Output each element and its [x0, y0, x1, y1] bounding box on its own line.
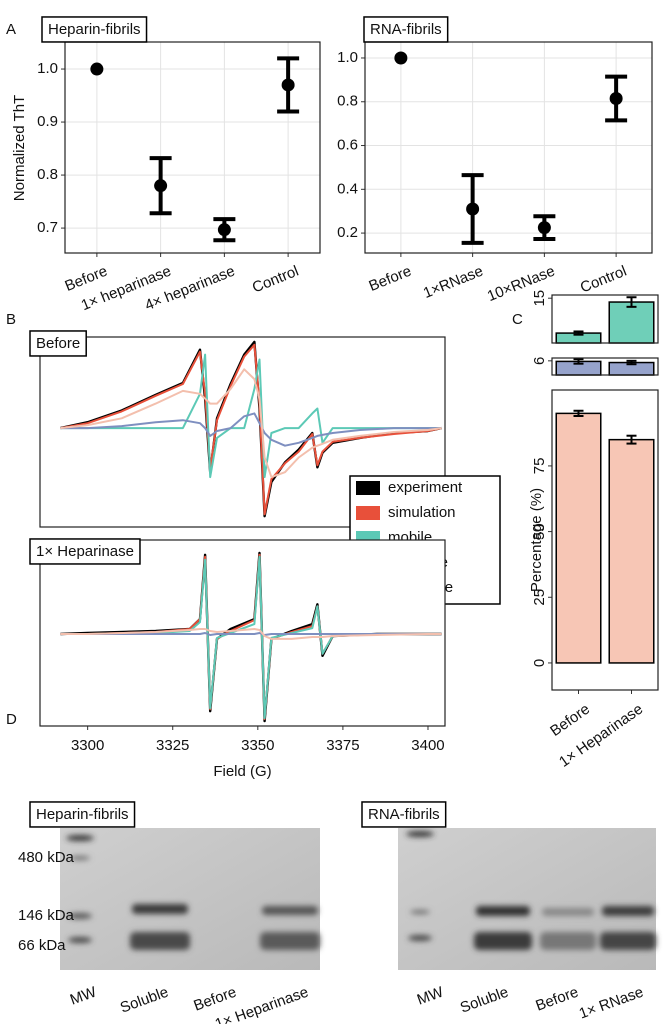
panel-label: C: [512, 311, 523, 328]
lane-label: MW: [68, 983, 100, 1008]
data-point: [466, 203, 479, 216]
y-tick-label: 0.8: [37, 166, 58, 183]
panel-label: A: [6, 21, 16, 38]
panel-title: RNA-fibrils: [368, 806, 440, 823]
y-tick-label: 1.0: [337, 49, 358, 66]
y-tick-label: 75: [531, 458, 548, 475]
legend-swatch: [356, 506, 380, 520]
bar: [609, 440, 654, 663]
y-tick-label: 0.8: [337, 93, 358, 110]
lane-label: MW: [415, 983, 447, 1008]
y-tick-label: 0.2: [337, 224, 358, 241]
gel-images: [60, 828, 656, 970]
legend-label: experiment: [388, 479, 463, 496]
y-tick-label: 0.4: [337, 180, 358, 197]
bar: [556, 413, 601, 663]
size-marker: 480 kDa: [18, 849, 75, 866]
legend-swatch: [356, 481, 380, 495]
size-marker: 66 kDa: [18, 937, 66, 954]
y-tick-label: 6: [531, 357, 548, 365]
lane-label: Before: [533, 984, 580, 1015]
data-point: [90, 63, 103, 76]
y-tick-label: 0: [531, 659, 548, 667]
x-tick-label: 3375: [326, 737, 359, 754]
data-point: [154, 179, 167, 192]
lane-label: 1× RNase: [577, 984, 646, 1023]
plot-background: [65, 42, 320, 253]
panel-title: RNA-fibrils: [370, 21, 442, 38]
data-point: [394, 51, 407, 64]
panel-title: Heparin-fibrils: [36, 806, 129, 823]
x-tick-label: 3325: [156, 737, 189, 754]
panel-title: Heparin-fibrils: [48, 21, 141, 38]
y-tick-label: 1.0: [37, 60, 58, 77]
y-axis-label: Normalized ThT: [11, 95, 28, 201]
y-tick-label: 0.7: [37, 219, 58, 236]
data-point: [282, 78, 295, 91]
x-tick-label: 3350: [241, 737, 274, 754]
x-tick-label: 3300: [71, 737, 104, 754]
figure: ABCD0.70.80.91.0Before1× heparinase4× he…: [0, 0, 667, 1024]
lane-label: Soluble: [118, 984, 171, 1017]
panel-label: B: [6, 311, 16, 328]
panel-title: 1× Heparinase: [36, 543, 134, 560]
x-tick-label: 3400: [411, 737, 444, 754]
y-tick-label: 0.9: [37, 113, 58, 130]
x-axis-label: Field (G): [213, 763, 271, 780]
x-tick-label: Before: [367, 263, 414, 295]
size-marker: 146 kDa: [18, 907, 75, 924]
panel-title: Before: [36, 335, 80, 352]
legend-label: simulation: [388, 504, 456, 521]
data-point: [538, 221, 551, 234]
x-tick-label: 1×RNase: [421, 263, 486, 302]
x-tick-label: Control: [578, 263, 629, 297]
data-point: [610, 92, 623, 105]
panel-label: D: [6, 711, 17, 728]
x-tick-label: Control: [250, 263, 301, 297]
y-tick-label: 0.6: [337, 136, 358, 153]
x-tick-label: Before: [547, 701, 593, 740]
page: {"panel_labels": ["A", "B", "C", "D"], "…: [0, 0, 667, 1024]
bar: [609, 302, 654, 343]
y-axis-label: Percentage (%): [528, 488, 545, 592]
y-tick-label: 15: [531, 290, 548, 307]
lane-label: Soluble: [458, 984, 511, 1017]
data-point: [218, 223, 231, 236]
plot-background: [365, 42, 652, 253]
